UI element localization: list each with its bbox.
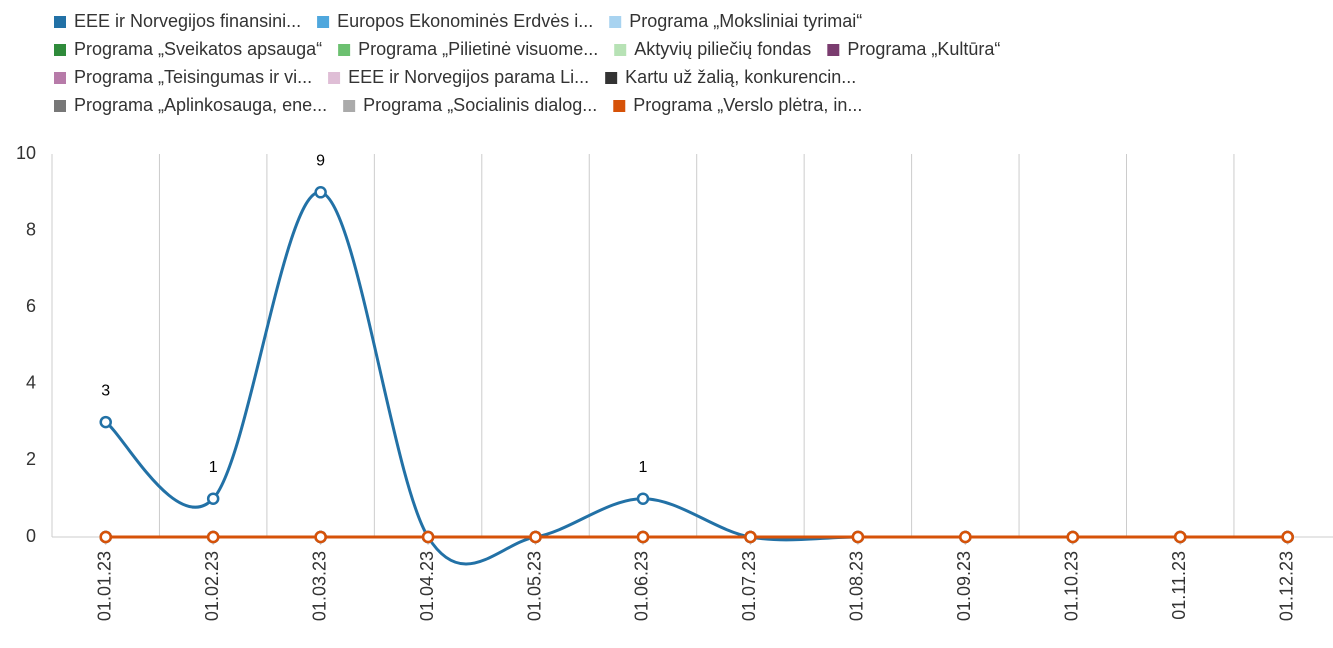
legend-label: Aktyvių piliečių fondas	[634, 39, 811, 59]
point	[1066, 530, 1080, 544]
x-tick-label: 01.07.23	[739, 551, 759, 621]
data-label: 1	[639, 459, 648, 476]
legend-item: Europos Ekonominės Erdvės i...	[317, 11, 593, 31]
legend-item: Programa „Verslo plėtra, in...	[613, 95, 862, 115]
data-label: 9	[316, 153, 325, 170]
x-tick-label: 01.08.23	[847, 551, 867, 621]
x-tick-label: 01.09.23	[954, 551, 974, 621]
point	[99, 530, 112, 544]
legend-item: Programa „Sveikatos apsauga“	[54, 39, 322, 59]
legend-label: Programa „Pilietinė visuome...	[358, 39, 598, 59]
legend-item: Programa „Teisingumas ir vi...	[54, 67, 312, 87]
x-tick-label: 01.02.23	[202, 551, 222, 621]
point	[1281, 530, 1294, 544]
legend-label: Programa „Teisingumas ir vi...	[74, 67, 312, 87]
point	[99, 415, 112, 429]
x-tick-label: 01.12.23	[1276, 551, 1296, 621]
legend-swatch	[317, 16, 330, 28]
legend-label: EEE ir Norvegijos parama Li...	[348, 67, 589, 87]
point	[314, 530, 327, 544]
y-tick-label: 4	[26, 373, 36, 393]
point	[851, 530, 865, 544]
legend-item: Programa „Moksliniai tyrimai“	[609, 11, 862, 31]
legend-swatch	[614, 44, 627, 56]
legend-label: Programa „Socialinis dialog...	[363, 95, 597, 115]
legend-label: Programa „Aplinkosauga, ene...	[74, 95, 327, 115]
legend-item: EEE ir Norvegijos finansini...	[54, 11, 301, 31]
legend-swatch	[609, 16, 622, 28]
point	[1173, 530, 1187, 544]
legend-item: Programa „Aplinkosauga, ene...	[54, 95, 327, 115]
legend-swatch	[827, 44, 840, 56]
legend-swatch	[328, 72, 341, 84]
legend-label: Programa „Verslo plėtra, in...	[633, 95, 862, 115]
y-tick-label: 2	[26, 449, 36, 469]
legend-item: EEE ir Norvegijos parama Li...	[328, 67, 589, 87]
legend-item: Programa „Pilietinė visuome...	[338, 39, 598, 59]
legend-swatch	[54, 72, 66, 84]
legend-item: Aktyvių piliečių fondas	[614, 39, 811, 59]
legend-label: Programa „Moksliniai tyrimai“	[629, 11, 862, 31]
legend-item: Programa „Kultūra“	[827, 39, 1000, 59]
legend-swatch	[605, 72, 618, 84]
legend-label: Kartu už žalią, konkurencin...	[625, 67, 856, 87]
data-label: 1	[209, 459, 218, 476]
point	[206, 492, 220, 505]
legend-item: Programa „Socialinis dialog...	[343, 95, 597, 115]
point	[206, 530, 220, 544]
point	[314, 186, 327, 199]
legend-swatch	[54, 100, 66, 112]
legend-label: Programa „Sveikatos apsauga“	[74, 39, 322, 59]
point	[744, 530, 757, 544]
x-tick-label: 01.03.23	[309, 551, 329, 621]
x-tick-label: 01.11.23	[1169, 551, 1189, 620]
data-label: 3	[101, 382, 110, 399]
point	[529, 530, 542, 544]
legend-label: EEE ir Norvegijos finansini...	[74, 11, 301, 31]
y-tick-label: 8	[26, 219, 36, 239]
legend-label: Europos Ekonominės Erdvės i...	[337, 11, 593, 31]
legend-swatch	[343, 100, 356, 112]
y-tick-label: 0	[26, 526, 36, 546]
legend-item: Kartu už žalią, konkurencin...	[605, 67, 856, 87]
point	[421, 530, 435, 544]
x-tick-label: 01.05.23	[524, 551, 544, 621]
x-tick-label: 01.10.23	[1062, 551, 1082, 621]
y-tick-label: 10	[16, 143, 36, 163]
legend-swatch	[54, 44, 66, 56]
legend-swatch	[54, 16, 66, 28]
point	[636, 492, 650, 505]
point	[636, 530, 650, 544]
legend-swatch	[613, 100, 626, 112]
legend-swatch	[338, 44, 351, 56]
x-tick-label: 01.01.23	[94, 551, 114, 621]
point	[959, 530, 972, 544]
x-tick-label: 01.04.23	[417, 551, 437, 621]
x-tick-label: 01.06.23	[632, 551, 652, 621]
legend-label: Programa „Kultūra“	[847, 39, 1000, 59]
y-tick-label: 6	[26, 296, 36, 316]
